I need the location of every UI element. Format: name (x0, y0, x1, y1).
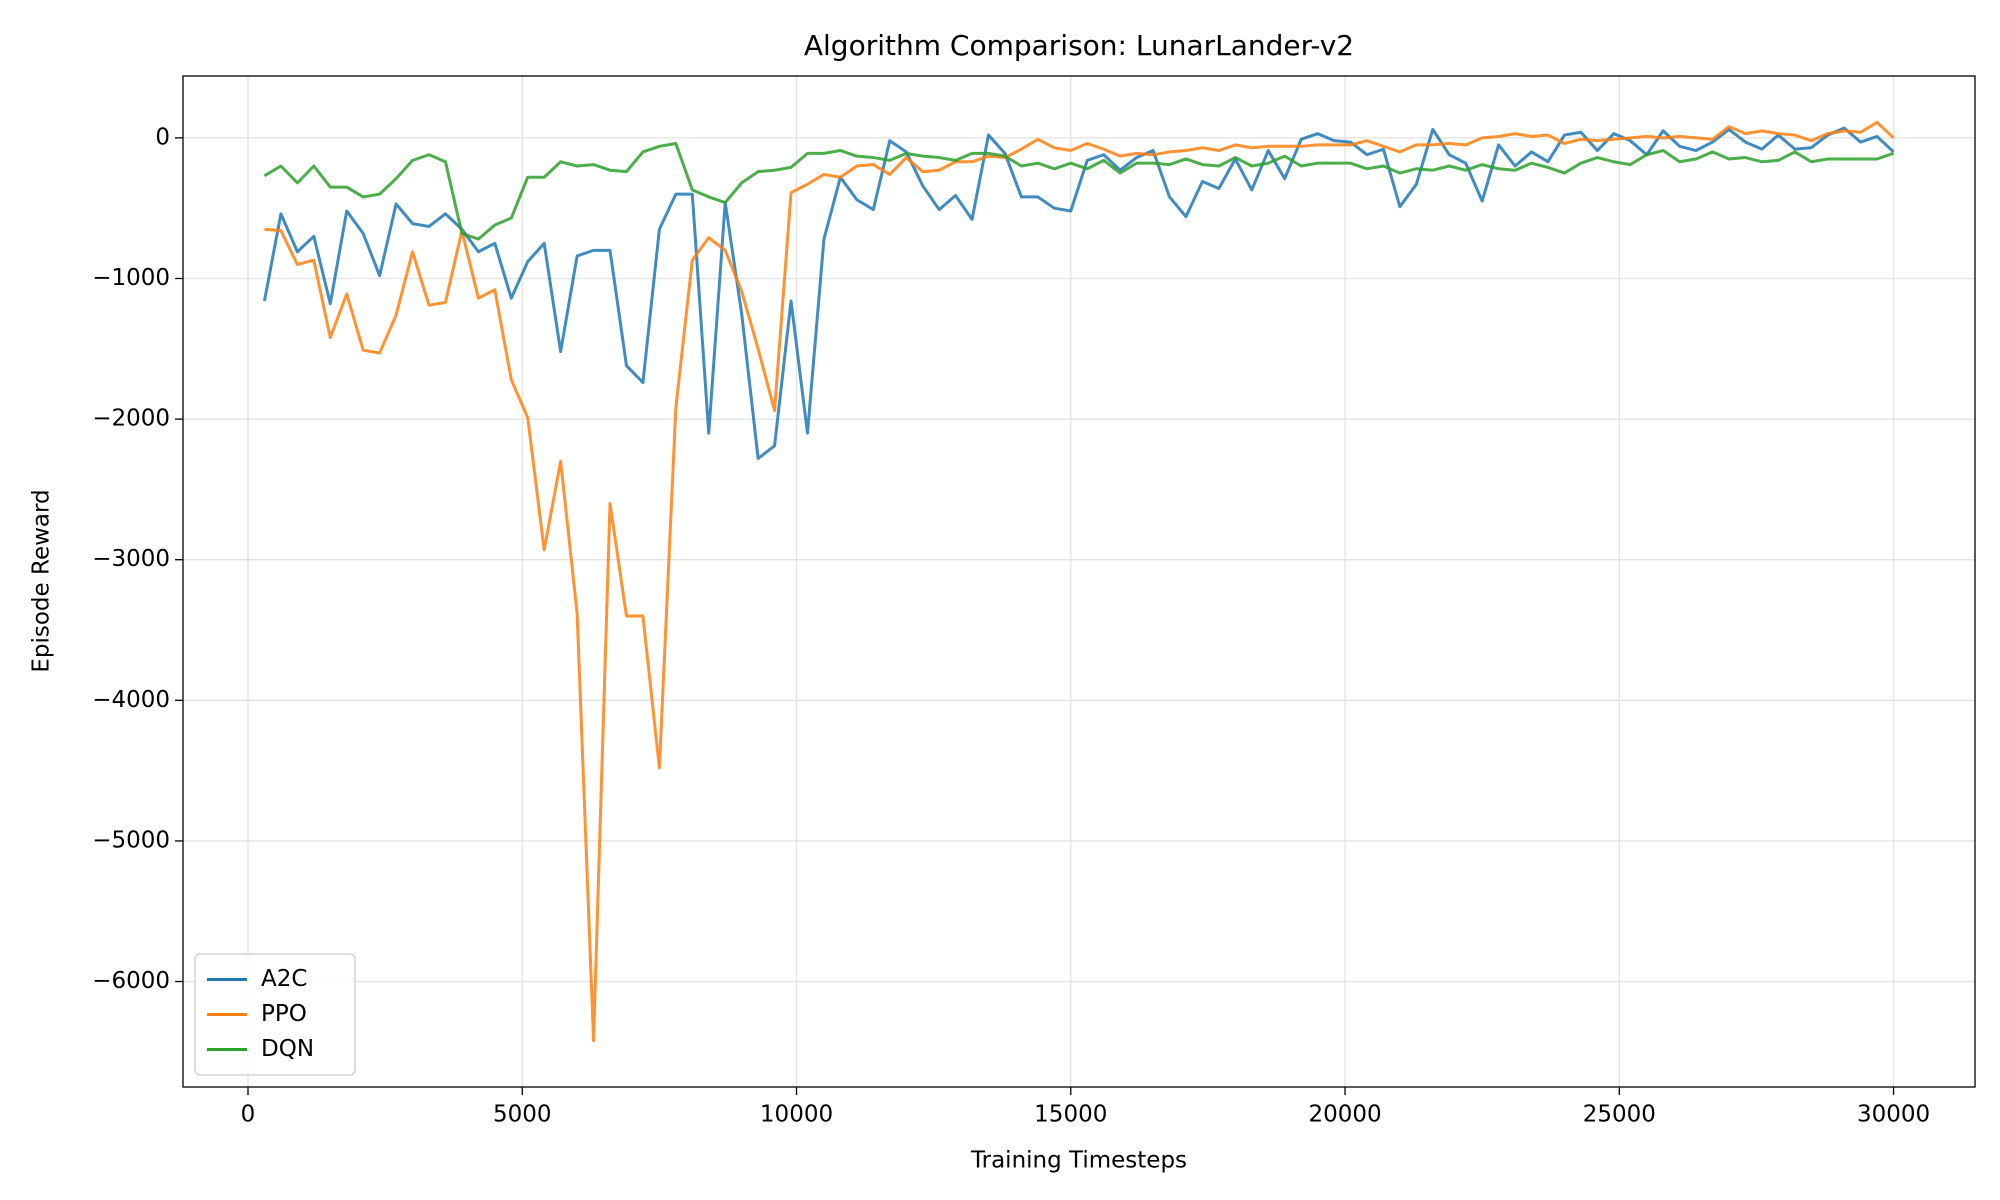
y-tick-label: −5000 (92, 827, 170, 853)
plot-frame (182, 75, 1976, 1088)
x-tick-label: 0 (241, 1102, 256, 1128)
x-tick-label: 20000 (1308, 1102, 1381, 1128)
legend-label: PPO (261, 1001, 307, 1027)
data-line (264, 120, 1895, 1043)
x-tick-label: 25000 (1583, 1102, 1656, 1128)
legend-box (194, 953, 356, 1076)
y-tick-label: −4000 (92, 687, 170, 713)
x-tick-label: 5000 (493, 1102, 552, 1128)
y-tick-label: −6000 (92, 968, 170, 994)
x-axis-label: Training Timesteps (970, 1148, 1187, 1174)
y-tick-label: −2000 (92, 406, 170, 432)
y-tick-label: 0 (155, 124, 170, 150)
x-tick-label: 30000 (1857, 1102, 1930, 1128)
legend: A2C PPO DQN (194, 953, 356, 1076)
x-tick-label: 10000 (760, 1102, 833, 1128)
data-line (263, 141, 1895, 241)
y-axis-label: Episode Reward (29, 489, 55, 672)
legend-label: A2C (261, 966, 307, 992)
y-tick-label: −1000 (92, 265, 170, 291)
legend-label: DQN (261, 1036, 314, 1062)
chart-title: Algorithm Comparison: LunarLander-v2 (804, 29, 1354, 62)
data-line (262, 126, 1895, 460)
x-tick-label: 15000 (1034, 1102, 1107, 1128)
y-tick-label: −3000 (92, 546, 170, 572)
